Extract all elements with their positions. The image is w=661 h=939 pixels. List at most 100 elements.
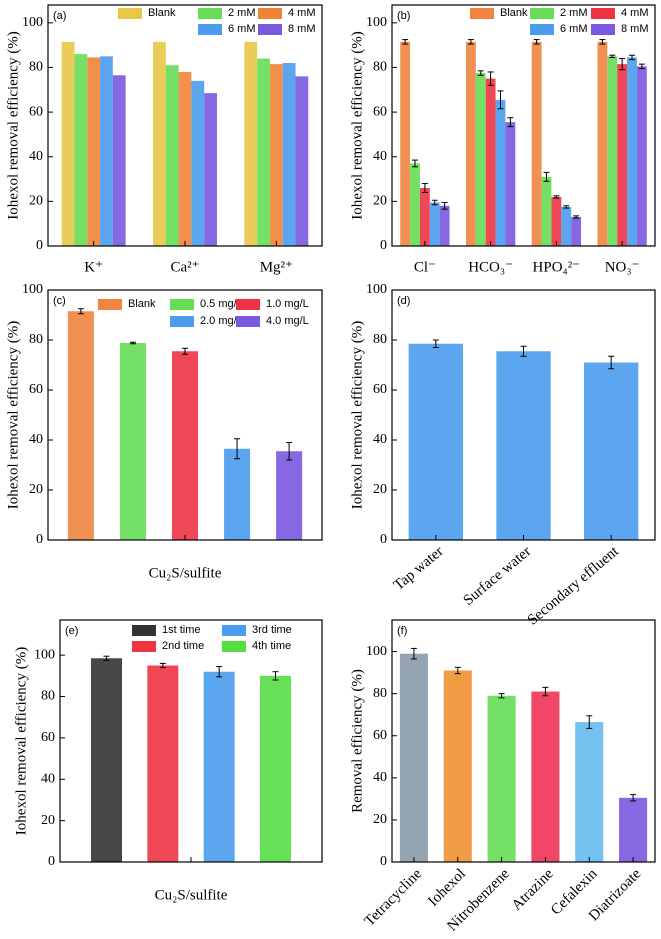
y-tick-label: 80 xyxy=(373,686,387,701)
bar xyxy=(203,671,235,862)
x-tick-label: Mg²⁺ xyxy=(260,259,293,275)
bar xyxy=(100,56,113,247)
y-axis-label: Iohexol removal efficiency (%) xyxy=(13,647,29,835)
bar xyxy=(617,64,628,246)
y-tick-label: 20 xyxy=(373,812,387,827)
bar xyxy=(419,187,430,246)
legend-swatch xyxy=(198,8,222,19)
bar xyxy=(91,658,122,862)
legend-label: 2 mM xyxy=(228,7,256,19)
legend-label: 1st time xyxy=(162,624,201,636)
legend-label: 4th time xyxy=(252,640,291,652)
legend-swatch xyxy=(258,8,282,19)
bar xyxy=(541,176,552,246)
panel-label: (f) xyxy=(397,625,407,637)
legend-swatch xyxy=(170,316,194,327)
bar xyxy=(619,797,648,862)
x-tick-label: HPO₄²⁻ xyxy=(533,259,581,275)
bar xyxy=(119,343,146,540)
bar xyxy=(485,78,496,246)
legend-swatch xyxy=(198,24,222,35)
y-tick-label: 60 xyxy=(373,104,387,119)
panel-label: (a) xyxy=(53,10,66,22)
x-axis-label: Cu₂S/sulfite xyxy=(149,565,222,581)
y-tick-label: 100 xyxy=(366,282,387,297)
bar xyxy=(171,351,199,540)
bar xyxy=(575,722,604,862)
legend-label: 8 mM xyxy=(621,23,649,35)
y-tick-label: 60 xyxy=(29,382,43,397)
x-tick-label: HCO₃⁻ xyxy=(468,259,513,275)
y-tick-label: 60 xyxy=(373,382,387,397)
x-tick-label: Surface water xyxy=(461,543,535,609)
bar xyxy=(260,675,291,862)
y-tick-label: 20 xyxy=(373,482,387,497)
bar xyxy=(257,58,270,246)
legend-swatch xyxy=(222,625,246,636)
y-tick-label: 80 xyxy=(29,60,43,75)
legend-swatch xyxy=(530,8,554,19)
y-tick-label: 100 xyxy=(22,15,43,30)
bar xyxy=(607,56,618,247)
panel-label: (c) xyxy=(53,295,66,307)
y-tick-label: 0 xyxy=(380,238,387,253)
axes-frame xyxy=(391,4,656,247)
bar xyxy=(495,99,506,247)
legend-label: 8 mM xyxy=(288,23,316,35)
y-tick-label: 40 xyxy=(41,771,55,786)
legend-swatch xyxy=(236,316,260,327)
bar xyxy=(636,66,647,246)
bar xyxy=(224,448,251,540)
y-tick-label: 100 xyxy=(34,647,55,662)
y-tick-label: 0 xyxy=(36,532,43,547)
bar xyxy=(439,205,450,246)
legend-swatch xyxy=(236,299,260,310)
legend-swatch xyxy=(591,8,615,19)
x-tick-label: Tap water xyxy=(391,543,447,593)
legend-label: 2 mM xyxy=(560,7,588,19)
x-tick-label: Ca²⁺ xyxy=(170,259,199,275)
legend-swatch xyxy=(132,641,156,652)
y-tick-label: 80 xyxy=(373,332,387,347)
y-tick-label: 40 xyxy=(29,149,43,164)
bar xyxy=(400,41,411,246)
y-tick-label: 20 xyxy=(373,194,387,209)
legend-label: 1.0 mg/L xyxy=(266,298,309,310)
bar xyxy=(571,216,582,246)
bar xyxy=(561,206,572,246)
y-tick-label: 0 xyxy=(380,532,387,547)
bar xyxy=(531,41,542,246)
y-tick-label: 40 xyxy=(373,770,387,785)
legend-swatch xyxy=(132,625,156,636)
x-tick-label: Cl⁻ xyxy=(414,259,436,275)
panel-label: (d) xyxy=(397,295,410,307)
y-tick-label: 60 xyxy=(29,104,43,119)
y-tick-label: 100 xyxy=(366,644,387,659)
y-axis-label: Iohexol removal efficiency (%) xyxy=(349,321,365,509)
y-axis-label: Iohexol removal efficiency (%) xyxy=(349,31,365,219)
bar xyxy=(295,76,309,246)
legend-swatch xyxy=(170,299,194,310)
y-tick-label: 100 xyxy=(366,15,387,30)
legend-label: 4.0 mg/L xyxy=(266,315,309,327)
bar xyxy=(178,71,192,246)
panel-label: (b) xyxy=(397,10,410,22)
legend-swatch xyxy=(222,641,246,652)
bar xyxy=(276,451,303,540)
bar xyxy=(67,311,94,540)
bar xyxy=(583,362,639,540)
x-tick-label: Secondary effluent xyxy=(525,543,623,629)
bar xyxy=(505,122,516,246)
legend-label: Blank xyxy=(148,7,176,19)
bar xyxy=(531,691,560,862)
legend-label: 6 mM xyxy=(228,23,256,35)
bar xyxy=(244,41,258,246)
y-tick-label: 60 xyxy=(41,730,55,745)
y-tick-label: 20 xyxy=(41,813,55,828)
bar xyxy=(74,54,88,247)
y-axis-label: Iohexol removal efficiency (%) xyxy=(5,31,21,219)
bar xyxy=(443,670,472,862)
legend-label: 6 mM xyxy=(560,23,588,35)
x-tick-label: Tetracycline xyxy=(362,866,426,930)
bar xyxy=(147,665,179,862)
